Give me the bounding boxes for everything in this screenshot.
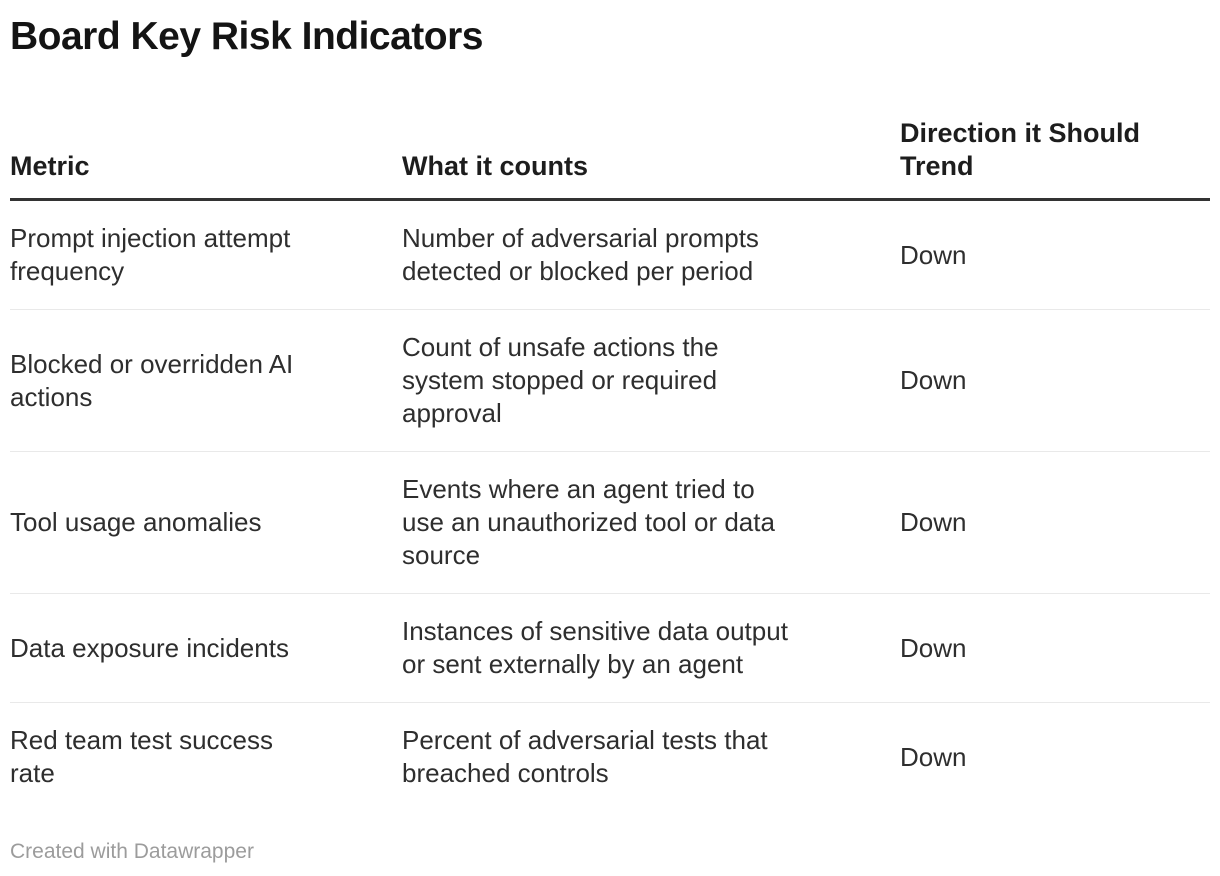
metric-cell: Prompt injection attempt frequency [10,199,402,310]
what-it-counts-cell: Number of adversarial prompts detected o… [402,199,900,310]
chart-title: Board Key Risk Indicators [10,15,483,58]
col-header-direction: Direction it Should Trend [900,117,1210,201]
table-row: Tool usage anomalies Events where an age… [10,451,1210,594]
col-header-what-it-counts: What it counts [402,117,900,201]
direction-cell: Down [900,741,967,772]
what-it-counts-cell: Events where an agent tried to use an un… [402,451,900,594]
metric-cell: Data exposure incidents [10,593,402,703]
direction-cell: Down [900,593,1210,703]
direction-cell: Down [900,199,1210,310]
metric-cell: Tool usage anomalies [10,451,402,594]
datawrapper-credit: Created with Datawrapper [10,840,254,863]
what-it-counts-cell: Count of unsafe actions the system stopp… [402,309,900,452]
direction-cell: Down [900,451,1210,594]
what-it-counts-cell: Instances of sensitive data output or se… [402,593,900,703]
table-row: Blocked or overridden AI actions Count o… [10,309,1210,452]
table-row: Prompt injection attempt frequency Numbe… [10,199,1210,310]
metric-cell: Blocked or overridden AI actions [10,309,402,452]
header-row: Metric What it counts Direction it Shoul… [10,117,1210,201]
direction-cell: Down [900,309,1210,452]
what-it-counts-cell: Percent of adversarial tests that breach… [402,725,768,788]
table-row: Red team test success rate Percent of ad… [10,703,1210,812]
col-header-metric: Metric [10,117,402,201]
kri-table: Metric What it counts Direction it Shoul… [10,117,1210,811]
table-row: Data exposure incidents Instances of sen… [10,593,1210,703]
metric-cell: Red team test success rate [10,725,273,788]
